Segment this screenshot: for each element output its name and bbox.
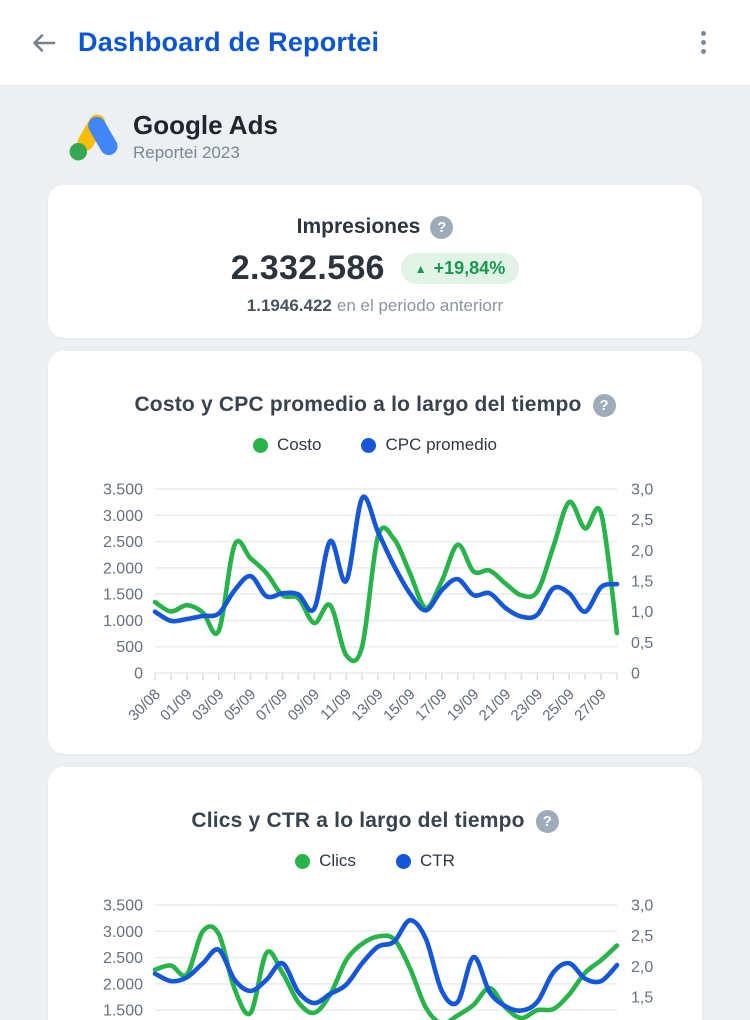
svg-text:27/09: 27/09 xyxy=(571,686,610,725)
previous-label: en el periodo anteriorr xyxy=(336,296,504,315)
svg-text:2.500: 2.500 xyxy=(103,950,143,967)
svg-text:1,0: 1,0 xyxy=(631,604,653,621)
svg-text:3.500: 3.500 xyxy=(103,482,143,499)
svg-text:2.500: 2.500 xyxy=(103,534,143,551)
svg-text:2,0: 2,0 xyxy=(631,959,653,976)
previous-period-line: 1.1946.422 en el periodo anteriorr xyxy=(68,296,682,316)
svg-text:07/09: 07/09 xyxy=(253,686,292,725)
legend-item-ctr[interactable]: CTR xyxy=(395,851,455,871)
svg-text:13/09: 13/09 xyxy=(348,686,387,725)
svg-text:25/09: 25/09 xyxy=(539,686,578,725)
svg-text:1.500: 1.500 xyxy=(103,1003,143,1020)
svg-text:3.000: 3.000 xyxy=(103,508,143,525)
svg-text:3,0: 3,0 xyxy=(631,482,653,499)
legend-label: CTR xyxy=(419,851,455,870)
clics-ctr-chart: 3.5003.0002.5002.0001.5001.00050003,02,5… xyxy=(103,898,653,1020)
svg-text:0: 0 xyxy=(134,666,143,683)
integration-subtitle: Reportei 2023 xyxy=(133,143,240,162)
svg-text:03/09: 03/09 xyxy=(189,686,228,725)
arrow-left-icon xyxy=(33,33,56,52)
svg-text:3.000: 3.000 xyxy=(103,924,143,941)
svg-text:0: 0 xyxy=(631,666,640,683)
cost-cpc-card: Costo y CPC promedio a lo largo del tiem… xyxy=(48,351,702,754)
integration-titles: Google Ads Reportei 2023 xyxy=(133,110,278,163)
up-triangle-icon: ▲ xyxy=(414,261,427,276)
legend-dot-blue-icon xyxy=(361,437,377,453)
report-body: Google Ads Reportei 2023 Impresiones ? 2… xyxy=(0,86,750,1020)
integration-header: Google Ads Reportei 2023 xyxy=(0,86,750,185)
legend-label: Clics xyxy=(319,851,356,870)
previous-value: 1.1946.422 xyxy=(246,296,332,315)
svg-text:1.000: 1.000 xyxy=(103,613,143,630)
metric-title: Impresiones xyxy=(296,215,421,238)
help-icon[interactable]: ? xyxy=(535,809,559,833)
svg-text:09/09: 09/09 xyxy=(285,686,324,725)
integration-name: Google Ads xyxy=(133,110,278,140)
legend-item-costo[interactable]: Costo xyxy=(253,435,321,455)
kebab-menu-icon xyxy=(700,31,706,54)
metric-value: 2.332.586 xyxy=(230,249,385,287)
chart-title: Costo y CPC promedio a lo largo del tiem… xyxy=(134,393,582,416)
svg-text:23/09: 23/09 xyxy=(508,686,547,725)
svg-text:21/09: 21/09 xyxy=(476,686,515,725)
svg-text:500: 500 xyxy=(116,639,143,656)
impressions-card: Impresiones ? 2.332.586 ▲ +19,84% 1.1946… xyxy=(48,185,702,338)
chart-legend: Costo CPC promedio xyxy=(48,433,702,457)
svg-text:1.500: 1.500 xyxy=(103,587,143,604)
legend-dot-blue-icon xyxy=(395,853,411,869)
svg-text:3.500: 3.500 xyxy=(103,898,143,915)
svg-text:11/09: 11/09 xyxy=(317,686,355,724)
google-ads-logo-icon xyxy=(69,114,118,160)
svg-text:15/09: 15/09 xyxy=(380,686,419,725)
svg-text:05/09: 05/09 xyxy=(221,686,260,725)
page-title: Dashboard de Reportei xyxy=(78,27,380,57)
svg-text:2.000: 2.000 xyxy=(103,560,143,577)
svg-text:2,0: 2,0 xyxy=(631,543,653,560)
back-button[interactable] xyxy=(24,23,64,63)
svg-text:2.000: 2.000 xyxy=(103,976,143,993)
svg-text:30/08: 30/08 xyxy=(125,686,164,725)
help-icon[interactable]: ? xyxy=(430,215,454,239)
legend-item-clics[interactable]: Clics xyxy=(295,851,356,871)
app-header: Dashboard de Reportei xyxy=(0,0,750,86)
svg-text:1,5: 1,5 xyxy=(631,990,653,1007)
legend-item-cpc-promedio[interactable]: CPC promedio xyxy=(361,435,497,455)
delta-value: +19,84% xyxy=(433,258,506,278)
svg-text:19/09: 19/09 xyxy=(444,686,483,725)
legend-dot-green-icon xyxy=(295,853,311,869)
overflow-menu-button[interactable] xyxy=(686,21,720,65)
svg-text:3,0: 3,0 xyxy=(631,898,653,915)
legend-label: CPC promedio xyxy=(385,435,497,454)
help-icon[interactable]: ? xyxy=(592,393,616,417)
delta-badge: ▲ +19,84% xyxy=(400,253,520,284)
svg-text:01/09: 01/09 xyxy=(157,686,196,725)
clicks-ctr-card: Clics y CTR a lo largo del tiempo ? Clic… xyxy=(48,767,702,1020)
svg-text:2,5: 2,5 xyxy=(631,512,653,529)
cost-cpc-chart: 3.500 3.000 2.500 2.000 1.500 1.000 500 0 3,0 2,5… xyxy=(103,482,653,725)
chart-title: Clics y CTR a lo largo del tiempo xyxy=(191,809,525,832)
legend-label: Costo xyxy=(277,435,322,454)
svg-text:1,5: 1,5 xyxy=(631,574,653,591)
svg-text:0,5: 0,5 xyxy=(631,635,653,652)
svg-text:2,5: 2,5 xyxy=(631,928,653,945)
chart-legend: Clics CTR xyxy=(48,849,702,873)
svg-text:17/09: 17/09 xyxy=(412,686,451,725)
legend-dot-green-icon xyxy=(253,437,269,453)
